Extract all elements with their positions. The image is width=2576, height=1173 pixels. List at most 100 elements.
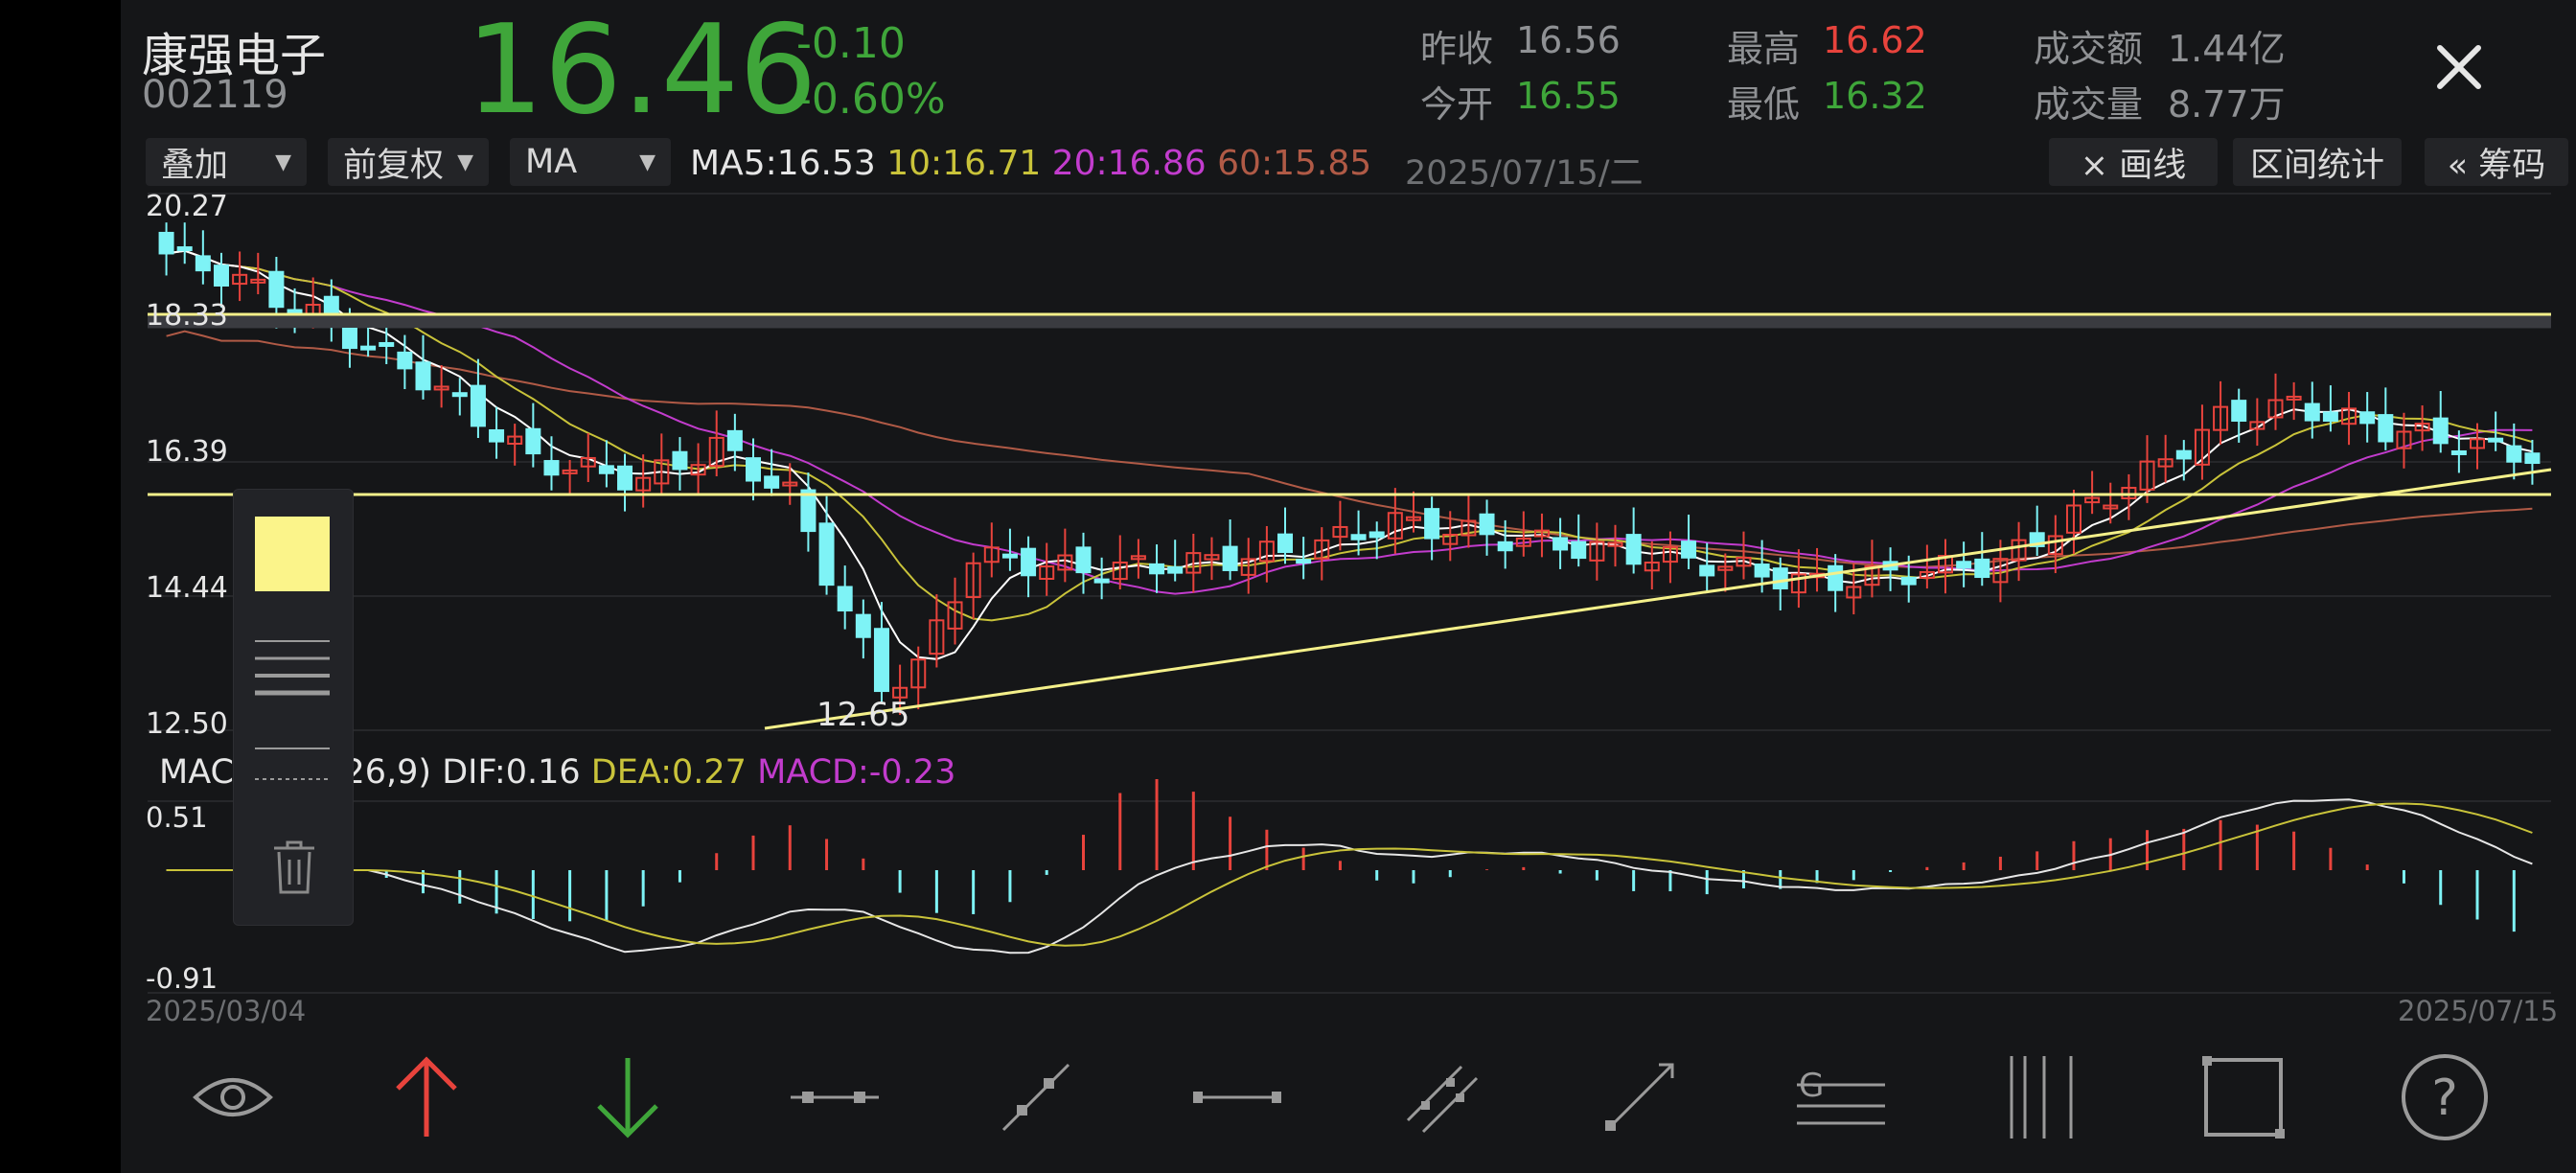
adjust-dropdown[interactable]: 前复权 ▼ (328, 138, 489, 186)
amount-value: 1.44亿 (2168, 28, 2286, 70)
help-button[interactable]: ? (2382, 1035, 2507, 1160)
candle-body (1846, 586, 1862, 599)
candle-body (2065, 504, 2082, 534)
date-end: 2025/07/15 (2398, 995, 2559, 1027)
candle-body (451, 392, 468, 398)
candle-body (800, 489, 816, 533)
candle-body (1992, 558, 2009, 584)
candle-body (268, 270, 285, 309)
candle-body (2378, 414, 2394, 443)
horizontal-line-icon (1193, 1092, 1281, 1103)
kline-chart[interactable] (121, 0, 2576, 1173)
close-button[interactable] (2421, 29, 2497, 105)
rectangle-icon (2202, 1056, 2285, 1138)
line-width-icon[interactable] (255, 633, 332, 701)
candle-body (1956, 561, 1972, 569)
candle-body (2103, 504, 2119, 510)
arrow-up-icon (396, 1056, 457, 1137)
candle-body (1754, 564, 1770, 578)
candle-body (1919, 570, 1935, 579)
arrow-down-icon (597, 1058, 658, 1138)
candle-body (1974, 558, 1990, 579)
candle-body (2359, 411, 2376, 425)
overlay-dropdown[interactable]: 叠加 ▼ (146, 138, 307, 186)
macd-axis-bottom: -0.91 (146, 962, 218, 995)
down-arrow-button[interactable] (565, 1035, 690, 1160)
line-button[interactable] (974, 1035, 1098, 1160)
candle-body (1533, 529, 1550, 538)
indicator-dropdown[interactable]: MA ▼ (510, 138, 671, 186)
price-axis-top: 20.27 (146, 190, 228, 223)
candle-body (1039, 565, 1055, 580)
prev-close-label: 昨收 (1420, 28, 1494, 70)
candle-body (782, 481, 798, 487)
candle-body (598, 465, 614, 474)
candle-body (2194, 428, 2210, 466)
candle-body (690, 464, 706, 476)
candle-body (2213, 405, 2229, 431)
color-swatch-icon[interactable] (255, 517, 330, 591)
segment-button[interactable] (772, 1035, 897, 1160)
candle-body (1001, 553, 1018, 559)
macd-label: MAC (159, 753, 234, 792)
candle-body (1130, 555, 1146, 561)
vertical-lines-button[interactable] (1980, 1035, 2104, 1160)
candle-body (1240, 558, 1256, 576)
chips-button[interactable]: « 筹码 (2425, 138, 2568, 186)
line-style-icon[interactable] (255, 739, 332, 796)
candle-body (2157, 458, 2174, 468)
dea-value: 0.27 (671, 753, 747, 792)
candle-body (2175, 449, 2192, 460)
amount-label: 成交额 (2034, 28, 2144, 70)
candle-body (983, 546, 1000, 564)
dif-line (166, 798, 2533, 954)
candle-body (2488, 437, 2504, 443)
candle-body (1277, 533, 1294, 554)
gann-button[interactable]: G (1779, 1035, 1903, 1160)
ma5-label: MA5: (690, 144, 777, 183)
candle-body (2450, 449, 2467, 455)
candle-body (158, 231, 174, 255)
trend-line (764, 468, 2552, 730)
candle-body (965, 562, 981, 599)
candle-body (1112, 561, 1128, 581)
indicator-label: MA (525, 143, 578, 181)
candle-body (708, 436, 724, 468)
candle-body (2322, 411, 2338, 423)
horizontal-line-button[interactable] (1175, 1035, 1300, 1160)
candle-body (1864, 564, 1880, 586)
parallel-lines-button[interactable] (1380, 1035, 1505, 1160)
candle-body (1149, 563, 1165, 575)
candle-body (1790, 573, 1806, 594)
ray-button[interactable] (1577, 1035, 1702, 1160)
candle-body (1021, 547, 1037, 577)
candle-body (2286, 395, 2302, 401)
volume-label: 成交量 (2034, 83, 2144, 126)
open-label: 今开 (1420, 83, 1494, 126)
line-icon (1001, 1063, 1070, 1132)
dif-value: 0.16 (505, 753, 581, 792)
price-axis-bottom: 12.50 (146, 707, 228, 741)
candle-body (2011, 539, 2027, 562)
range-stats-button[interactable]: 区间统计 (2233, 138, 2402, 186)
candle-body (1314, 539, 1330, 560)
delete-icon[interactable] (270, 839, 318, 896)
candle-body (672, 450, 688, 471)
candle-body (1387, 512, 1403, 540)
candle-body (654, 459, 670, 485)
candle-body (1479, 513, 1495, 536)
parallel-lines-icon (1406, 1065, 1479, 1134)
candle-body (1424, 508, 1440, 540)
candle-body (1552, 537, 1569, 551)
candle-body (360, 345, 377, 351)
eye-button[interactable] (171, 1035, 295, 1160)
rectangle-button[interactable] (2181, 1035, 2306, 1160)
up-arrow-button[interactable] (364, 1035, 489, 1160)
candle-body (2139, 460, 2155, 491)
date-start: 2025/03/04 (146, 995, 307, 1027)
candle-body (2341, 407, 2358, 426)
candle-body (507, 435, 523, 446)
ma60-value: 15.85 (1273, 144, 1372, 183)
overlay-label: 叠加 (161, 146, 229, 185)
draw-line-button[interactable]: × 画线 (2049, 138, 2218, 186)
